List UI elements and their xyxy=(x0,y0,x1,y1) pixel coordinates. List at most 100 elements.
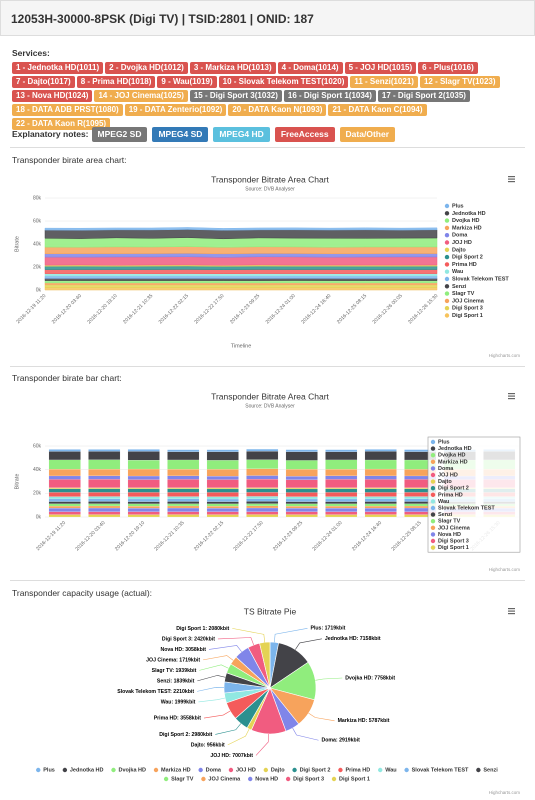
bar-segment xyxy=(285,508,318,512)
legend-item[interactable]: Doma xyxy=(198,767,222,773)
badge: MPEG2 SD xyxy=(91,127,148,142)
legend-item[interactable]: Nova HD xyxy=(248,776,278,782)
legend-item[interactable]: Digi Sport 2 xyxy=(430,486,469,492)
legend-item[interactable]: Dvojka HD xyxy=(111,767,146,773)
bar-segment xyxy=(325,459,358,470)
legend-item[interactable]: Slovak Telekom TEST xyxy=(430,505,496,511)
legend-item[interactable]: Digi Sport 1 xyxy=(331,776,370,782)
legend-item[interactable]: JOJ Cinema xyxy=(444,298,485,304)
credits[interactable]: Highcharts.com xyxy=(489,790,521,795)
legend-symbol xyxy=(444,254,450,260)
pie-label: Markiza HD: 5787kbit xyxy=(338,718,390,724)
legend-item[interactable]: Doma xyxy=(430,466,454,472)
legend-item[interactable]: JOJ Cinema xyxy=(430,525,471,531)
legend-item[interactable]: Slovak Telekom TEST xyxy=(404,767,469,773)
label-connector xyxy=(203,710,231,719)
badge: 16 - Digi Sport 1(1034) xyxy=(283,90,376,102)
divider xyxy=(10,147,525,148)
credits[interactable]: Highcharts.com xyxy=(489,353,521,358)
legend-symbol xyxy=(331,776,337,782)
legend-item[interactable]: Senzi xyxy=(476,767,498,773)
bar-segment xyxy=(285,451,318,461)
legend-item[interactable]: Dvojka HD xyxy=(444,218,480,224)
menu-icon-line xyxy=(508,181,515,183)
legend-item[interactable]: Prima HD xyxy=(430,492,463,498)
legend-item[interactable]: Senzi xyxy=(444,284,467,290)
legend-item[interactable]: Jednotka HD xyxy=(444,211,486,217)
legend-item[interactable]: JOJ HD xyxy=(430,472,458,478)
legend-item[interactable]: Plus xyxy=(36,767,55,773)
legend-symbol xyxy=(292,767,297,773)
legend-item[interactable]: Digi Sport 3 xyxy=(444,306,483,312)
pie-label: JOJ HD: 7007kbit xyxy=(210,753,253,759)
credits[interactable]: Highcharts.com xyxy=(489,567,521,572)
legend-item[interactable]: Digi Sport 3 xyxy=(285,776,324,782)
legend-item[interactable]: Senzi xyxy=(430,512,453,518)
legend-item[interactable]: Digi Sport 3 xyxy=(430,538,469,544)
pie-label: Senzi: 1839kbit xyxy=(157,678,195,684)
menu-button[interactable] xyxy=(508,393,515,400)
legend-item[interactable]: Plus xyxy=(430,439,450,445)
x-tick-label: 2016-12-26 00:05 xyxy=(372,293,404,325)
legend-item[interactable]: Markiza HD xyxy=(153,767,191,773)
label-connector xyxy=(315,677,343,681)
legend-item[interactable]: Prima HD xyxy=(444,262,477,268)
legend-item[interactable]: Digi Sport 2 xyxy=(292,767,330,773)
legend-item[interactable]: Prima HD xyxy=(338,767,370,773)
legend-item[interactable]: Digi Sport 1 xyxy=(430,545,469,551)
label-connector xyxy=(227,728,250,746)
legend-item[interactable]: Dajto xyxy=(444,247,467,253)
legend-item[interactable]: JOJ Cinema xyxy=(201,776,241,782)
x-tick-label: 2016-12-21 10:35 xyxy=(122,293,154,325)
legend-label: Slovak Telekom TEST xyxy=(438,505,495,511)
label-connector xyxy=(255,733,269,756)
menu-button[interactable] xyxy=(508,176,515,183)
legend-label: Markiza HD xyxy=(452,225,482,231)
legend-item[interactable]: JOJ HD xyxy=(444,240,472,246)
legend-item[interactable]: Wau xyxy=(430,499,450,505)
legend-item[interactable]: Slovak Telekom TEST xyxy=(444,276,510,282)
legend-item[interactable]: Jednotka HD xyxy=(62,767,104,773)
section-label: Transponder birate area chart: xyxy=(12,155,127,165)
legend-item[interactable]: JOJ HD xyxy=(228,767,256,773)
legend-symbol xyxy=(430,538,436,544)
legend-item[interactable]: Digi Sport 2 xyxy=(444,254,483,261)
legend-item[interactable]: Plus xyxy=(444,203,464,209)
legend-label: JOJ HD xyxy=(236,767,256,773)
bar-segment xyxy=(364,501,397,504)
legend-symbol xyxy=(444,233,450,238)
bar-segment xyxy=(48,501,81,504)
label-connector xyxy=(197,675,226,682)
legend-item[interactable]: Slagr TV xyxy=(444,291,475,297)
bar-segment xyxy=(246,507,279,512)
y-tick-label: 20k xyxy=(33,264,42,270)
bar-segment xyxy=(167,479,200,488)
legend-item[interactable]: Wau xyxy=(444,269,464,275)
legend-item[interactable]: Slagr TV xyxy=(430,519,461,525)
legend-item[interactable]: Wau xyxy=(378,767,397,773)
legend-item[interactable]: Slagr TV xyxy=(163,776,194,782)
bar-segment xyxy=(285,449,318,452)
bar-segment xyxy=(325,479,358,488)
legend-item[interactable]: Jednotka HD xyxy=(430,446,472,452)
legend-item[interactable]: Nova HD xyxy=(430,532,461,538)
badge: 14 - JOJ Cinema(1025) xyxy=(94,90,188,102)
legend-item[interactable]: Digi Sport 1 xyxy=(444,313,483,319)
legend-item[interactable]: Dajto xyxy=(430,479,453,485)
bar-segment xyxy=(88,514,121,518)
legend-label: Slagr TV xyxy=(171,776,194,782)
bar-segment xyxy=(48,496,81,500)
x-tick-label: 2016-12-20 19:10 xyxy=(86,293,118,325)
legend-item[interactable]: Doma xyxy=(444,233,468,239)
section-label: Transponder capacity usage (actual): xyxy=(12,588,153,598)
pie-label: Dvojka HD: 7758kbit xyxy=(345,675,395,681)
legend-item[interactable]: Dvojka HD xyxy=(430,453,466,459)
legend-symbol xyxy=(430,499,436,504)
x-axis-title: Timeline xyxy=(231,343,252,349)
legend-item[interactable]: Markiza HD xyxy=(444,225,482,231)
legend-item[interactable]: Markiza HD xyxy=(430,459,468,465)
legend-label: Plus xyxy=(452,203,464,209)
divider xyxy=(10,580,525,581)
menu-button[interactable] xyxy=(508,608,515,615)
legend-item[interactable]: Dajto xyxy=(263,767,286,773)
